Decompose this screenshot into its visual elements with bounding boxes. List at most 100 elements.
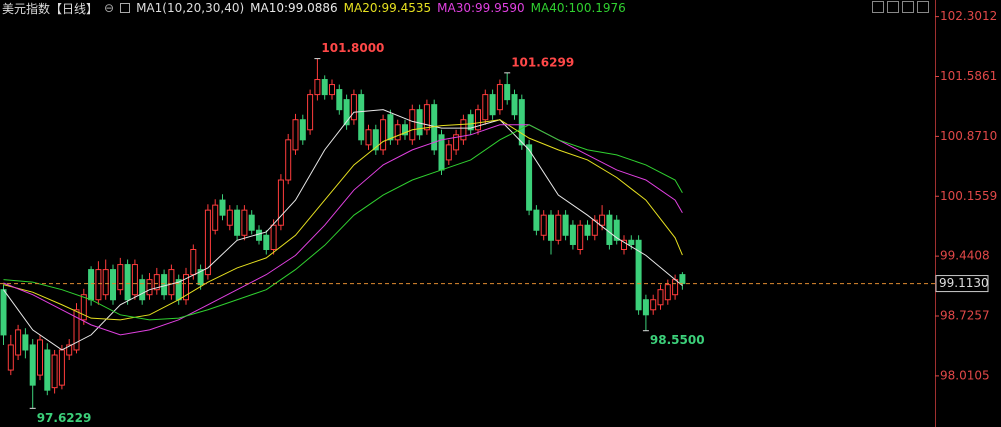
tool-button[interactable]: [872, 1, 884, 13]
indicator-icon[interactable]: [120, 3, 131, 13]
candle-body: [423, 104, 430, 131]
candle-body: [475, 109, 481, 131]
candle-body: [482, 94, 489, 121]
tool-button[interactable]: [917, 1, 929, 13]
candle-body: [496, 84, 503, 111]
candle-body: [365, 129, 372, 146]
candle-body: [584, 224, 591, 236]
candle-body: [307, 94, 314, 131]
candle-body: [372, 129, 379, 151]
candle-body: [329, 84, 335, 96]
candle-body: [548, 214, 554, 241]
candle-body: [504, 84, 511, 101]
candle-body: [569, 224, 576, 245]
ma-line: [3, 124, 683, 336]
extreme-label: 101.6299: [511, 55, 574, 69]
candle-body: [350, 94, 357, 121]
candle-body: [511, 94, 518, 116]
candle-body: [314, 79, 321, 96]
candle-body: [139, 279, 146, 301]
candle-body: [117, 264, 124, 291]
candle-body: [248, 214, 255, 231]
candle-body: [555, 214, 562, 241]
legend-entry: MA20:99.4535: [343, 1, 432, 15]
candle-body: [621, 239, 627, 251]
candle-body: [131, 264, 138, 296]
header: 美元指数【日线】 ⊖ MA1(10,20,30,40) MA10:99.0886…: [2, 0, 626, 16]
candle-body: [183, 274, 189, 301]
candle-body: [256, 229, 262, 241]
candle-body: [343, 99, 350, 126]
y-tick-label: 98.7257: [940, 309, 990, 323]
candle-body: [664, 284, 671, 301]
candle-body: [489, 94, 496, 116]
candle-body: [110, 269, 116, 301]
y-tick-label: 100.1559: [940, 189, 997, 203]
candle-body: [73, 309, 80, 351]
candle-body: [204, 209, 211, 276]
candle-body: [409, 109, 416, 141]
candle-body: [161, 274, 168, 296]
candle-body: [518, 99, 525, 146]
candle-body: [226, 209, 233, 226]
ma-line: [3, 124, 683, 321]
extreme-label: 101.8000: [321, 41, 384, 55]
candle-body: [88, 269, 95, 301]
candle-body: [37, 339, 43, 376]
candle-body: [44, 349, 51, 391]
candle-body: [7, 344, 14, 371]
collapse-icon[interactable]: ⊖: [104, 1, 115, 15]
candle-body: [577, 224, 584, 251]
candle-body: [394, 124, 401, 141]
candle-body: [277, 179, 284, 226]
candle-body: [29, 344, 36, 386]
candle-body: [642, 299, 649, 316]
last-price-label: 99.1130: [939, 276, 989, 290]
candle-body: [66, 344, 73, 356]
candle-body: [657, 289, 664, 306]
last-price-box: [935, 275, 989, 293]
candle-body: [80, 294, 87, 321]
candle-body: [95, 269, 102, 301]
title: 美元指数【日线】: [2, 1, 99, 16]
toolbar: [872, 1, 929, 13]
candle-body: [219, 199, 226, 216]
legend-entry: MA30:99.9590: [437, 1, 525, 15]
y-tick-label: 102.3012: [940, 9, 997, 23]
candle-body: [467, 114, 474, 131]
candle-body: [635, 239, 642, 311]
candle-body: [212, 204, 219, 231]
candle-body: [51, 354, 58, 389]
candle-body: [190, 249, 197, 276]
candle-body: [650, 299, 657, 311]
candle-body: [0, 289, 7, 336]
candle-body: [168, 269, 175, 296]
candle-body: [606, 214, 613, 245]
candle-body: [613, 219, 620, 241]
extreme-label: 98.5500: [650, 333, 705, 347]
candle-body: [533, 209, 540, 231]
candle-body: [679, 274, 686, 285]
ma-line: [3, 119, 683, 321]
tool-button[interactable]: [902, 1, 914, 13]
candle-body: [387, 114, 394, 141]
extreme-label: 97.6229: [37, 411, 92, 425]
candle-body: [15, 329, 22, 356]
candle-body: [453, 134, 460, 151]
candle-body: [445, 144, 452, 161]
ma-line: [3, 109, 683, 351]
candle-body: [292, 119, 299, 151]
candle-body: [562, 214, 569, 236]
tool-button[interactable]: [887, 1, 899, 13]
candle-body: [285, 139, 292, 181]
candle-body: [153, 274, 160, 291]
candle-body: [102, 269, 109, 296]
candle-body: [197, 269, 204, 286]
candle-body: [336, 89, 343, 111]
candle-body: [402, 124, 408, 136]
candle-body: [146, 279, 153, 296]
candle-body: [358, 94, 365, 141]
y-tick-label: 98.0105: [940, 368, 990, 382]
